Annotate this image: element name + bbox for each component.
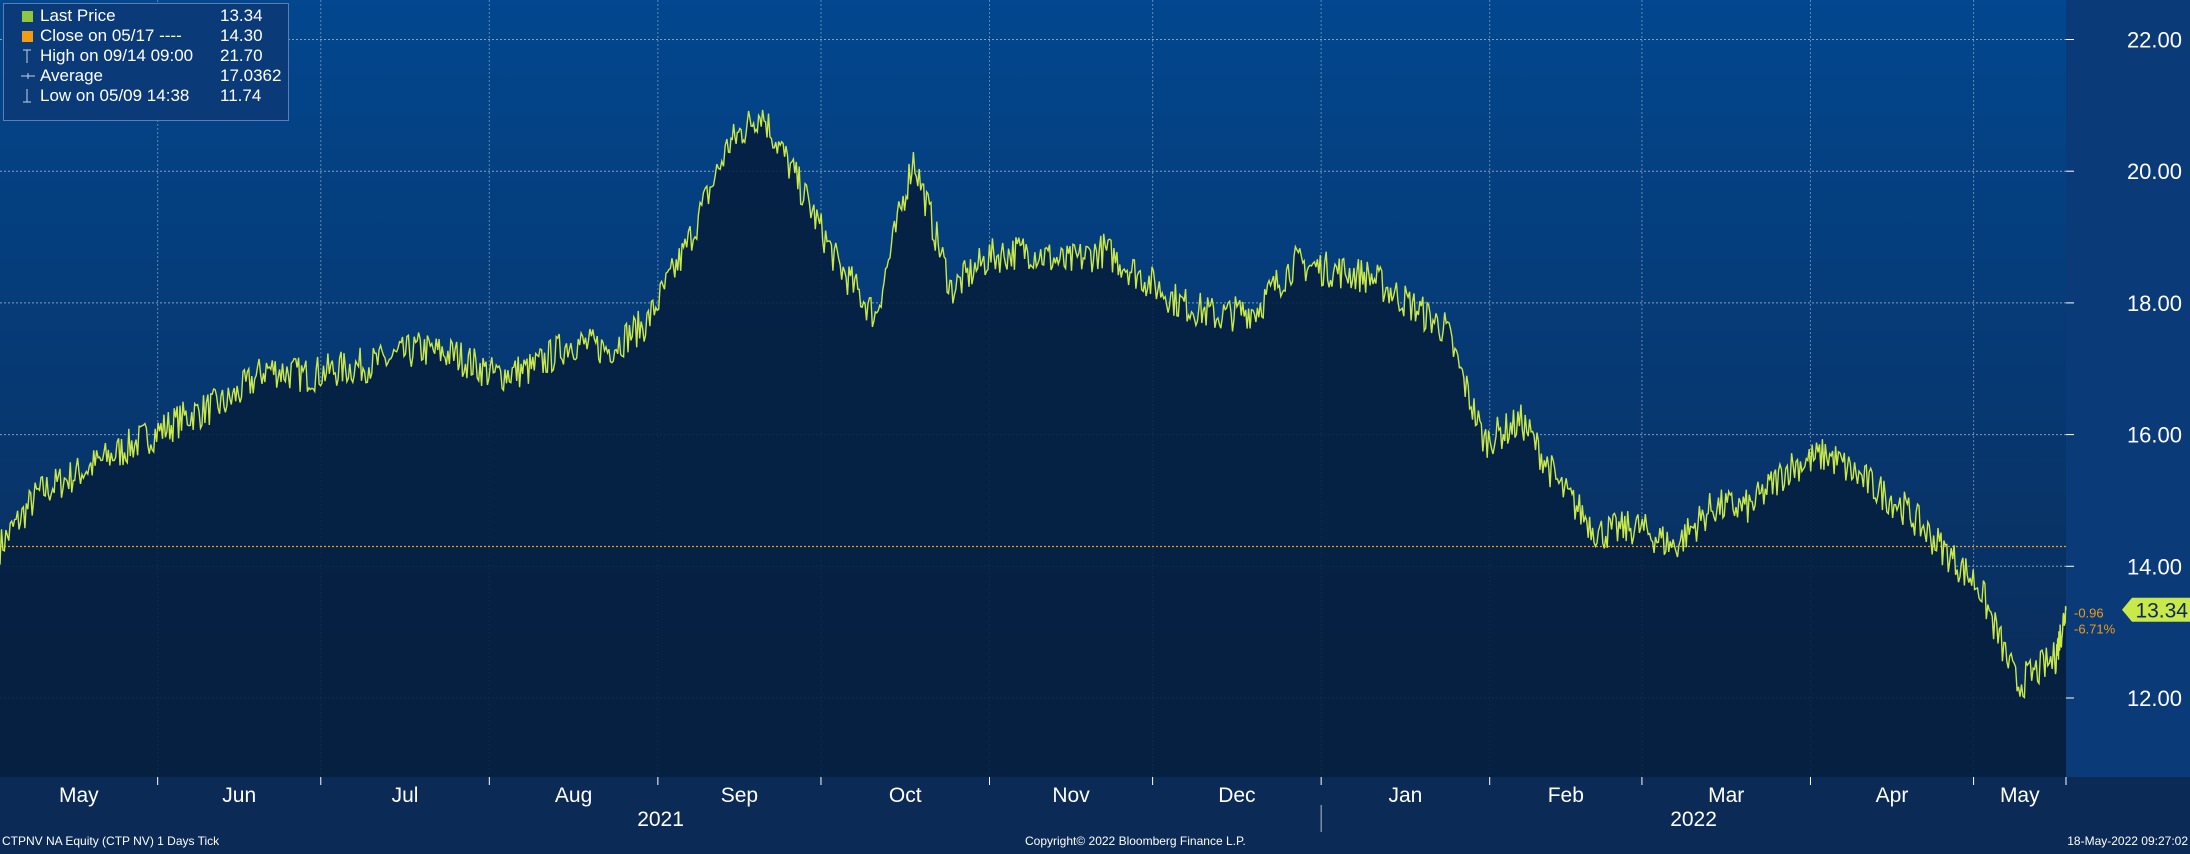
x-tick-label: Oct: [889, 784, 922, 807]
change-percent: -6.71%: [2074, 622, 2116, 637]
year-label: 2021: [637, 808, 684, 831]
y-tick-label: 18.00: [2127, 291, 2182, 316]
last-price-badge-group: 13.34 -0.96-6.71%: [2074, 597, 2190, 637]
price-area-fill: [0, 109, 2066, 777]
legend-label: High on 09/14 09:00: [40, 46, 194, 65]
price-series: [0, 109, 2067, 700]
x-tick-label: Sep: [721, 784, 758, 807]
y-axis-ticks: 12.00 14.00 16.00 18.00 20.00 22.00: [2066, 28, 2182, 711]
y-tick-label: 20.00: [2127, 159, 2182, 184]
legend-value: 13.34: [220, 6, 263, 25]
price-line: [0, 109, 2067, 700]
legend-value: 17.0362: [220, 66, 282, 85]
average-marker-icon: [10, 66, 40, 86]
price-area: [0, 109, 2066, 777]
x-tick-label: Jun: [222, 784, 256, 807]
legend-item-last-price: Last Price 13.34: [10, 6, 282, 26]
y-tick-label: 12.00: [2127, 686, 2182, 711]
legend-label: Low on 05/09 14:38: [40, 86, 190, 105]
legend-item-high: High on 09/14 09:00 21.70: [10, 46, 282, 66]
x-tick-label: Nov: [1052, 784, 1090, 807]
xaxis-background: [0, 777, 2190, 832]
x-tick-label: Apr: [1876, 784, 1909, 807]
x-tick-label: Mar: [1708, 784, 1744, 807]
x-tick-label: Jan: [1388, 784, 1422, 807]
x-tick-label: Dec: [1218, 784, 1255, 807]
legend-value: 21.70: [220, 46, 263, 65]
y-tick-label: 14.00: [2127, 554, 2182, 579]
legend: Last Price 13.34 Close on 05/17 ---- 14.…: [3, 3, 289, 121]
legend-label: Close on 05/17 ----: [40, 26, 182, 45]
last-price-badge: [2122, 597, 2190, 622]
x-tick-label: Feb: [1548, 784, 1584, 807]
legend-square-icon: [10, 6, 40, 26]
legend-item-close: Close on 05/17 ---- 14.30: [10, 26, 282, 46]
y-tick-label: 22.00: [2127, 28, 2182, 53]
legend-item-average: Average 17.0362: [10, 66, 282, 86]
x-tick-label: May: [2000, 784, 2040, 807]
legend-value: 11.74: [220, 86, 262, 105]
legend-label: Average: [40, 66, 104, 85]
x-tick-label: Jul: [392, 784, 419, 807]
legend-value: 14.30: [220, 26, 263, 45]
legend-label: Last Price: [40, 6, 116, 25]
year-label: 2022: [1670, 808, 1717, 831]
y-tick-label: 16.00: [2127, 423, 2182, 448]
footer-copyright: Copyright© 2022 Bloomberg Finance L.P.: [1025, 834, 1246, 848]
x-tick-label: May: [59, 784, 99, 807]
legend-item-low: Low on 05/09 14:38 11.74: [10, 86, 282, 106]
x-axis-ticks: May Jun Jul Aug Sep Oct Nov Dec Jan Feb Mar Apr May 2…: [59, 777, 2067, 832]
footer: CTPNV NA Equity (CTP NV) 1 Days Tick Cop…: [0, 832, 2190, 849]
footer-timestamp: 18-May-2022 09:27:02: [2067, 834, 2188, 848]
axis-background: [2066, 0, 2190, 777]
last-price-value: 13.34: [2135, 600, 2188, 623]
high-marker-icon: [10, 46, 40, 66]
footer-security: CTPNV NA Equity (CTP NV) 1 Days Tick: [2, 834, 220, 848]
x-tick-label: Aug: [555, 784, 592, 807]
change-absolute: -0.96: [2074, 606, 2104, 621]
low-marker-icon: [10, 86, 40, 106]
legend-square-icon: [10, 26, 40, 46]
